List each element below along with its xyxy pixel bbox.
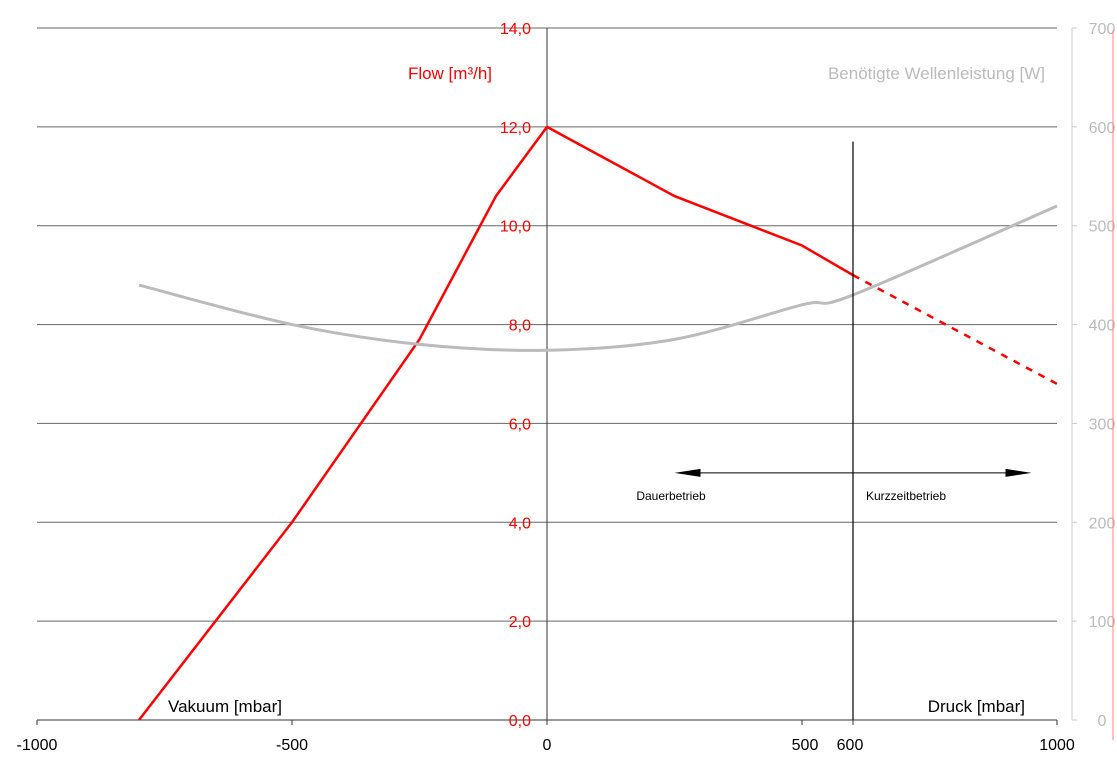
right-tick-label-5: 500 — [1089, 219, 1116, 236]
x-axis-left-label: Vakuum [mbar] — [168, 697, 282, 716]
series-2 — [138, 204, 1058, 352]
left-tick-label-2: 4,0 — [509, 515, 531, 532]
x-tick-label-3: 500 — [792, 737, 819, 754]
axis-layer: -1000 -500 0 500 600 10000,02,04,06,08,010,01… — [17, 21, 1116, 754]
right-tick-label-0: 0 — [1098, 713, 1107, 730]
x-tick-label-4: 600 — [837, 737, 864, 754]
x-tick-label-0: -1000 — [17, 737, 58, 754]
x-tick-label-1: -500 — [276, 737, 308, 754]
arrow-head-left — [674, 468, 701, 477]
x-axis-right-label: Druck [mbar] — [928, 697, 1025, 716]
left-tick-label-5: 10,0 — [500, 219, 531, 236]
left-tick-label-0: 0,0 — [509, 713, 531, 730]
right-tick-label-3: 300 — [1089, 416, 1116, 433]
left-tick-label-6: 12,0 — [500, 120, 531, 137]
left-tick-label-4: 8,0 — [509, 318, 531, 335]
right-tick-label-7: 700 — [1089, 21, 1116, 38]
dauerbetrieb-label: Dauerbetrieb — [636, 489, 706, 503]
right-axis-title: Benötigte Wellenleistung [W] — [828, 64, 1045, 83]
right-tick-label-1: 100 — [1089, 614, 1116, 631]
left-tick-label-3: 6,0 — [509, 416, 531, 433]
right-tick-label-6: 600 — [1089, 120, 1116, 137]
x-tick-label-2: 0 — [543, 737, 552, 754]
x-tick-label-5: 1000 — [1039, 737, 1075, 754]
left-axis-title: Flow [m³/h] — [408, 64, 492, 83]
left-tick-label-7: 14,0 — [500, 21, 531, 38]
left-tick-label-1: 2,0 — [509, 614, 531, 631]
right-tick-label-4: 400 — [1089, 318, 1116, 335]
annotation-layer — [674, 141, 1032, 720]
kurzzeitbetrieb-label: Kurzzeitbetrieb — [866, 489, 946, 503]
arrow-head-right — [1005, 468, 1032, 477]
series-1 — [852, 274, 1058, 385]
right-tick-label-2: 200 — [1089, 515, 1116, 532]
series-0 — [138, 125, 854, 721]
